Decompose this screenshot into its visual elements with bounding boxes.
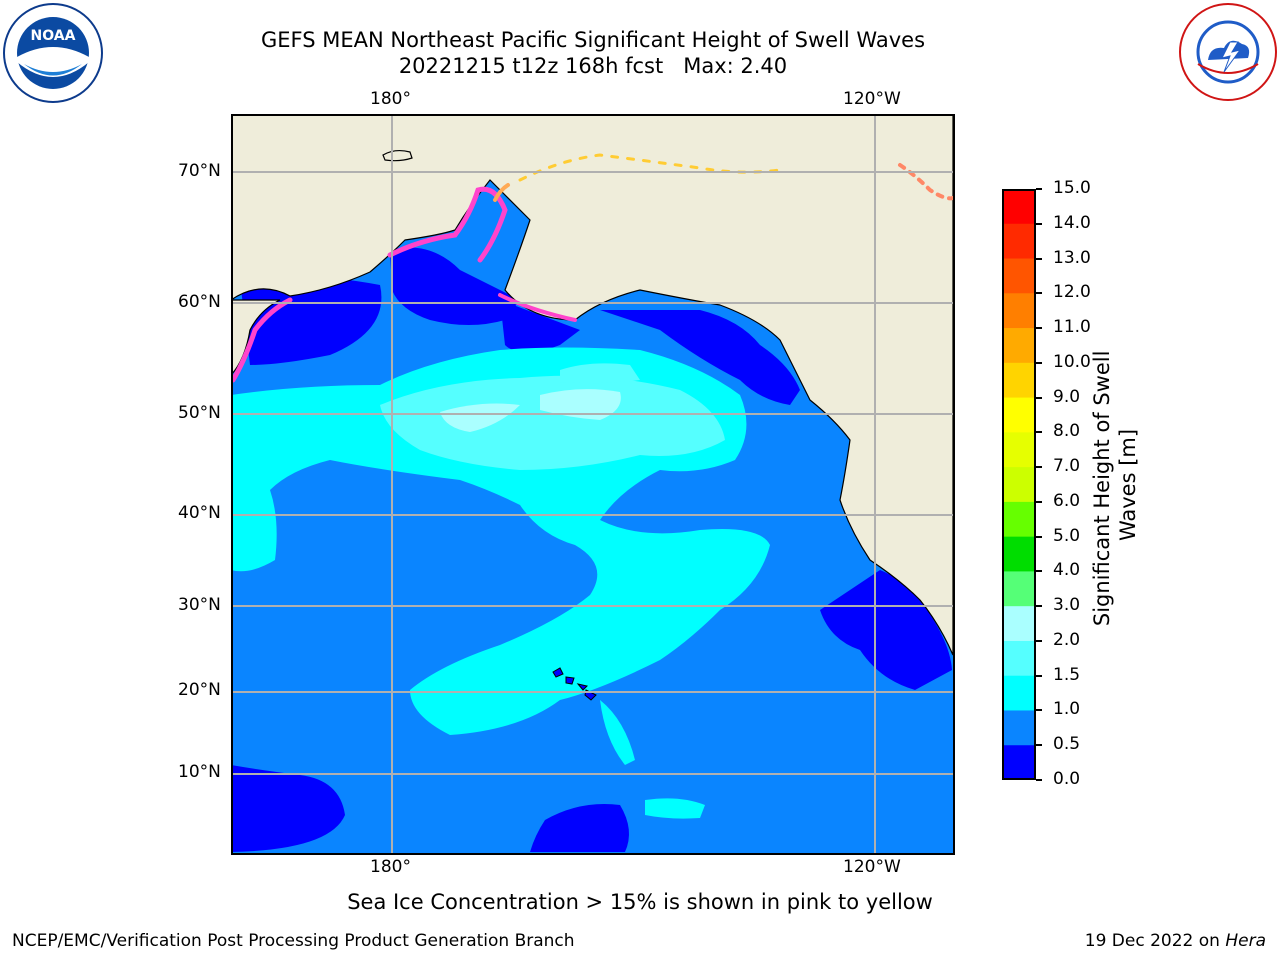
colorbar-swatch — [1002, 675, 1036, 712]
colorbar-tick-mark — [1036, 188, 1042, 190]
noaa-logo: NOAA — [2, 2, 104, 104]
gridlines — [231, 114, 955, 855]
colorbar-tick-label: 6.0 — [1053, 490, 1081, 511]
colorbar-tick-label: 8.0 — [1053, 421, 1081, 442]
colorbar-swatch — [1002, 710, 1036, 746]
low-swell-regions — [231, 247, 952, 852]
colorbar-tick-label: 12.0 — [1053, 282, 1091, 303]
map-frame — [231, 114, 955, 855]
colorbar-tick-label: 9.0 — [1053, 386, 1081, 407]
higher-swell-core — [380, 363, 725, 470]
colorbar-tick-mark — [1036, 535, 1042, 538]
colorbar-tick-mark — [1036, 605, 1042, 608]
colorbar-tick-mark — [1036, 744, 1042, 747]
colorbar-tick-mark — [1036, 466, 1042, 469]
colorbar-tick-label: 11.0 — [1053, 317, 1091, 338]
colorbar-title: Significant Height of Swell Waves [m] — [1090, 190, 1162, 780]
lon-label-top-120w: 120°W — [843, 89, 901, 109]
colorbar-tick-label: 3.0 — [1053, 595, 1081, 616]
colorbar-swatch — [1002, 293, 1036, 329]
colorbar-tick-label: 1.5 — [1053, 664, 1081, 685]
colorbar-frame — [1002, 189, 1036, 780]
colorbar-swatch — [1002, 571, 1036, 607]
colorbar-swatch — [1002, 745, 1036, 780]
max-swell-core — [440, 389, 621, 432]
colorbar-swatch — [1002, 223, 1036, 260]
lat-label-50n: 50°N — [178, 403, 221, 423]
lat-label-30n: 30°N — [178, 595, 221, 615]
colorbar-swatch — [1002, 467, 1036, 503]
lon-label-bottom-120w: 120°W — [843, 857, 901, 877]
colorbar-tick-mark — [1036, 500, 1042, 503]
colorbar-swatch — [1002, 501, 1036, 538]
colorbar-tick-mark — [1036, 674, 1042, 677]
colorbar-title-text: Significant Height of Swell Waves [m] — [1092, 344, 1140, 626]
colorbar-tick-mark — [1036, 396, 1042, 399]
land-masses — [231, 114, 954, 656]
colorbar-tick-mark — [1036, 639, 1042, 642]
colorbar-tick-label: 13.0 — [1053, 247, 1091, 268]
colorbar-tick-mark — [1036, 709, 1042, 712]
colorbar-tick-mark — [1036, 361, 1042, 364]
map-title: GEFS MEAN Northeast Pacific Significant … — [260, 28, 926, 52]
lon-label-bottom-180: 180° — [370, 857, 411, 877]
lat-label-40n: 40°N — [178, 503, 221, 523]
colorbar-swatch — [1002, 362, 1036, 399]
colorbar-swatch — [1002, 258, 1036, 294]
colorbar-tick-mark — [1036, 431, 1042, 434]
lon-label-top-180: 180° — [370, 89, 411, 109]
footer-date-text: 19 Dec 2022 on — [1084, 931, 1226, 951]
colorbar-tick-label: 1.0 — [1053, 699, 1081, 720]
colorbar-swatch — [1002, 536, 1036, 573]
colorbar-tick-label: 0.0 — [1053, 769, 1081, 789]
footer-host: Hera — [1225, 931, 1266, 951]
lat-label-20n: 20°N — [178, 680, 221, 700]
colorbar-swatch — [1002, 640, 1036, 677]
colorbar-swatch — [1002, 189, 1036, 225]
colorbar-tick-mark — [1036, 570, 1042, 573]
colorbar-tick-label: 10.0 — [1053, 351, 1091, 372]
colorbar-tick-label: 15.0 — [1053, 178, 1091, 198]
lat-label-60n: 60°N — [178, 292, 221, 312]
colorbar-swatch — [1002, 397, 1036, 433]
sea-ice-note: Sea Ice Concentration > 15% is shown in … — [347, 890, 933, 914]
colorbar-swatches — [1002, 189, 1036, 780]
map-subtitle: 20221215 t12z 168h fcst Max: 2.40 — [398, 54, 788, 78]
colorbar-tick-label: 4.0 — [1053, 560, 1081, 581]
nws-logo — [1178, 2, 1278, 102]
colorbar-tick-mark — [1036, 257, 1042, 260]
colorbar-swatch — [1002, 606, 1036, 642]
colorbar — [1002, 189, 1036, 780]
footer-date: 19 Dec 2022 on Hera — [1085, 931, 1266, 951]
colorbar-tick-label: 7.0 — [1053, 456, 1081, 477]
colorbar-tick-label: 2.0 — [1053, 629, 1081, 650]
colorbar-tick-label: 14.0 — [1053, 212, 1091, 233]
svg-text:NOAA: NOAA — [31, 28, 76, 44]
colorbar-swatch — [1002, 328, 1036, 364]
colorbar-tick-mark — [1036, 779, 1042, 781]
colorbar-swatch — [1002, 432, 1036, 468]
colorbar-tick-mark — [1036, 327, 1042, 330]
lat-label-70n: 70°N — [178, 161, 221, 181]
map-plot — [231, 114, 955, 855]
colorbar-tick-label: 0.5 — [1053, 734, 1081, 755]
colorbar-tick-mark — [1036, 222, 1042, 225]
colorbar-tick-label: 5.0 — [1053, 525, 1081, 546]
colorbar-tick-mark — [1036, 292, 1042, 295]
footer-credit: NCEP/EMC/Verification Post Processing Pr… — [12, 931, 575, 951]
lat-label-10n: 10°N — [178, 762, 221, 782]
